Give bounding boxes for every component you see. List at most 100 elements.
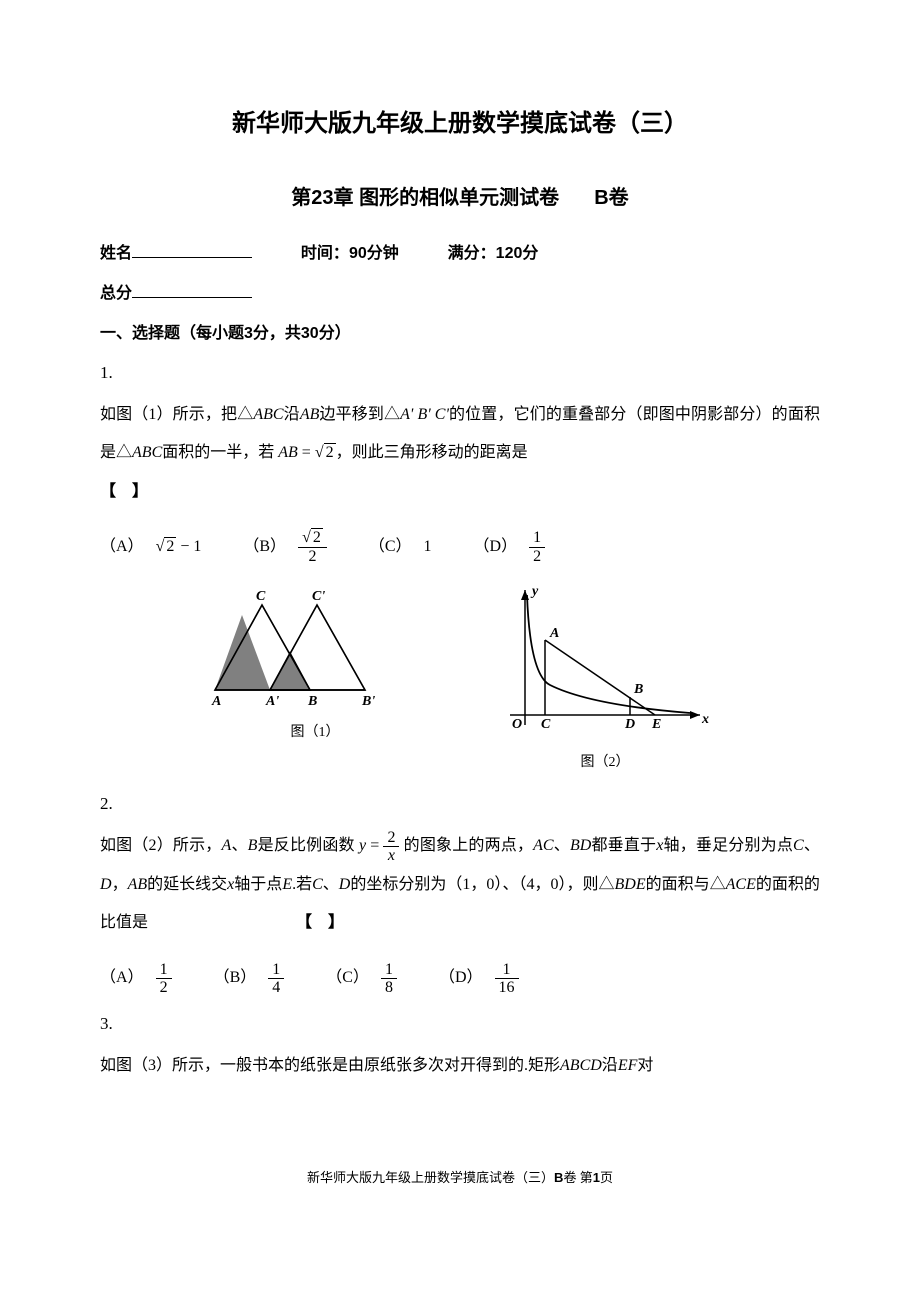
q1-abc2: ABC <box>132 444 162 461</box>
q2-opt-a-val: 12 <box>156 961 172 997</box>
subtitle-name: 图形的相似单元测试卷 <box>359 187 559 209</box>
q2-AC: AC <box>533 837 553 854</box>
q1-ab: AB <box>300 406 320 423</box>
q2-BDE: BDE <box>615 876 646 893</box>
fig2-label-D: D <box>624 717 635 732</box>
q2-opt-a[interactable]: （A） 12 <box>100 961 172 997</box>
q2-d-d: 16 <box>495 979 519 997</box>
q2-opt-d-label: （D） <box>439 969 483 986</box>
q2-t-k: .若 <box>292 876 312 893</box>
figures-row: A A' B B' C C' 图（1） O x y <box>100 585 820 777</box>
footer-a: 新华师大版九年级上册数学摸底试卷（三） <box>307 1170 554 1185</box>
fig2-label-A: A <box>549 626 559 641</box>
q1-sqrt: √2 <box>315 443 336 461</box>
q2-a-d: 2 <box>156 979 172 997</box>
q2-number: 2. <box>100 787 820 821</box>
q2-options: （A） 12 （B） 14 （C） 18 （D） 116 <box>100 961 820 997</box>
q2-b-d: 4 <box>268 979 284 997</box>
q2-B: B <box>248 837 258 854</box>
q2-t-e: 、 <box>554 837 570 854</box>
q2-text: 如图（2）所示，A、B是反比例函数 y = 2x 的图象上的两点，AC、BD都垂… <box>100 827 820 942</box>
figure-2-svg: O x y A B C D E <box>490 585 720 745</box>
figure-1-block: A A' B B' C C' 图（1） <box>200 585 430 777</box>
fig2-label-E: E <box>651 717 661 732</box>
q2-fn: 2 <box>383 829 399 848</box>
q2-t-l: 的坐标分别为（1，0）、（4，0），则△ <box>350 876 614 893</box>
q1-opt-d[interactable]: （D） 12 <box>474 529 546 565</box>
q2-D: D <box>100 876 112 893</box>
subtitle-suffix: B卷 <box>594 187 628 209</box>
q2-t-i: 的延长线交 <box>147 876 227 893</box>
q1-number: 1. <box>100 356 820 390</box>
q2-opt-b-val: 14 <box>268 961 284 997</box>
name-blank[interactable] <box>132 239 252 258</box>
q1-t-f: ，则此三角形移动的距离是 <box>336 444 528 461</box>
q3-number: 3. <box>100 1007 820 1041</box>
full-label: 满分： <box>448 245 496 262</box>
q3-text: 如图（3）所示，一般书本的纸张是由原纸张多次对开得到的.矩形ABCD沿EF对 <box>100 1047 820 1085</box>
q2-opt-d[interactable]: （D） 116 <box>439 961 519 997</box>
q2-AB2: AB <box>128 876 148 893</box>
q1-abc: ABC <box>253 406 283 423</box>
q1-opt-c[interactable]: （C） 1 <box>369 531 432 563</box>
fig2-label-y: y <box>530 585 539 599</box>
total-blank[interactable] <box>132 279 252 298</box>
fig2-label-B: B <box>633 682 643 697</box>
q2-opt-a-label: （A） <box>100 969 144 986</box>
q1-t-e: 面积的一半，若 <box>162 444 274 461</box>
document-title: 新华师大版九年级上册数学摸底试卷（三） <box>100 100 820 148</box>
section-1-header: 一、选择题（每小题3分，共30分） <box>100 318 820 350</box>
q3-ABCD: ABCD <box>560 1057 602 1074</box>
q1-bracket: 【 】 <box>100 483 148 500</box>
q2-feq: = <box>366 837 383 854</box>
q2-C: C <box>793 837 804 854</box>
q2-opt-c-label: （C） <box>326 969 369 986</box>
fig1-label-Bp: B' <box>361 694 375 709</box>
fig2-label-O: O <box>512 717 522 732</box>
time-value: 90分钟 <box>349 245 399 262</box>
q2-D2: D <box>339 876 351 893</box>
q2-c-d: 8 <box>381 979 397 997</box>
q2-t-g: 轴，垂足分别为点 <box>663 837 793 854</box>
fig1-label-Ap: A' <box>265 694 279 709</box>
q2-E: E <box>282 876 292 893</box>
name-label: 姓名 <box>100 245 132 262</box>
q2-t-j: 轴于点 <box>234 876 282 893</box>
q2-t-m: 的面积与△ <box>646 876 726 893</box>
q2-opt-c[interactable]: （C） 18 <box>326 961 397 997</box>
info-line-2: 总分 <box>100 278 820 310</box>
q1-opt-c-label: （C） <box>369 538 412 555</box>
q2-opt-b-label: （B） <box>214 969 257 986</box>
q2-b-n: 1 <box>268 961 284 980</box>
q1-opt-c-val: 1 <box>424 538 432 555</box>
q2-sep2: 、 <box>804 837 820 854</box>
q1-opt-b[interactable]: （B） √22 <box>243 529 326 565</box>
q1-eq-eq: = <box>298 444 315 461</box>
figure-2-caption: 图（2） <box>490 749 720 777</box>
q1-bracket-line: 【 】 <box>100 473 820 511</box>
q1-opt-d-val: 12 <box>529 529 545 565</box>
page: 新华师大版九年级上册数学摸底试卷（三） 第23章 图形的相似单元测试卷 B卷 姓… <box>0 0 920 1251</box>
q1-opt-b-val: √22 <box>298 529 327 565</box>
q1-opt-a-val: √2 − 1 <box>156 537 202 555</box>
q2-t-b: 、 <box>231 837 247 854</box>
q1-text: 如图（1）所示，把△ABC沿AB边平移到△A' B' C'的位置，它们的重叠部分… <box>100 396 820 473</box>
q2-t-a: 如图（2）所示， <box>100 837 222 854</box>
q2-d-n: 1 <box>495 961 519 980</box>
figure-1-caption: 图（1） <box>200 719 430 747</box>
q3-t-a: 如图（3）所示，一般书本的纸张是由原纸张多次对开得到的.矩形 <box>100 1057 560 1074</box>
q2-opt-b[interactable]: （B） 14 <box>214 961 285 997</box>
full-value: 120分 <box>496 245 539 262</box>
q2-t-d: 的图象上的两点， <box>404 837 534 854</box>
q2-a-n: 1 <box>156 961 172 980</box>
q1-apbpcp: A' B' C' <box>400 406 449 423</box>
figure-2-block: O x y A B C D E 图（2） <box>490 585 720 777</box>
q2-bracket: 【 】 <box>296 914 344 931</box>
fig1-label-C: C <box>256 589 266 604</box>
total-label: 总分 <box>100 285 132 302</box>
q1-opt-d-label: （D） <box>474 538 518 555</box>
q2-frac: 2x <box>383 829 399 865</box>
q3-EF: EF <box>618 1057 638 1074</box>
q1-opt-a[interactable]: （A） √2 − 1 <box>100 531 201 563</box>
q1-eq-lhs: AB <box>278 444 298 461</box>
